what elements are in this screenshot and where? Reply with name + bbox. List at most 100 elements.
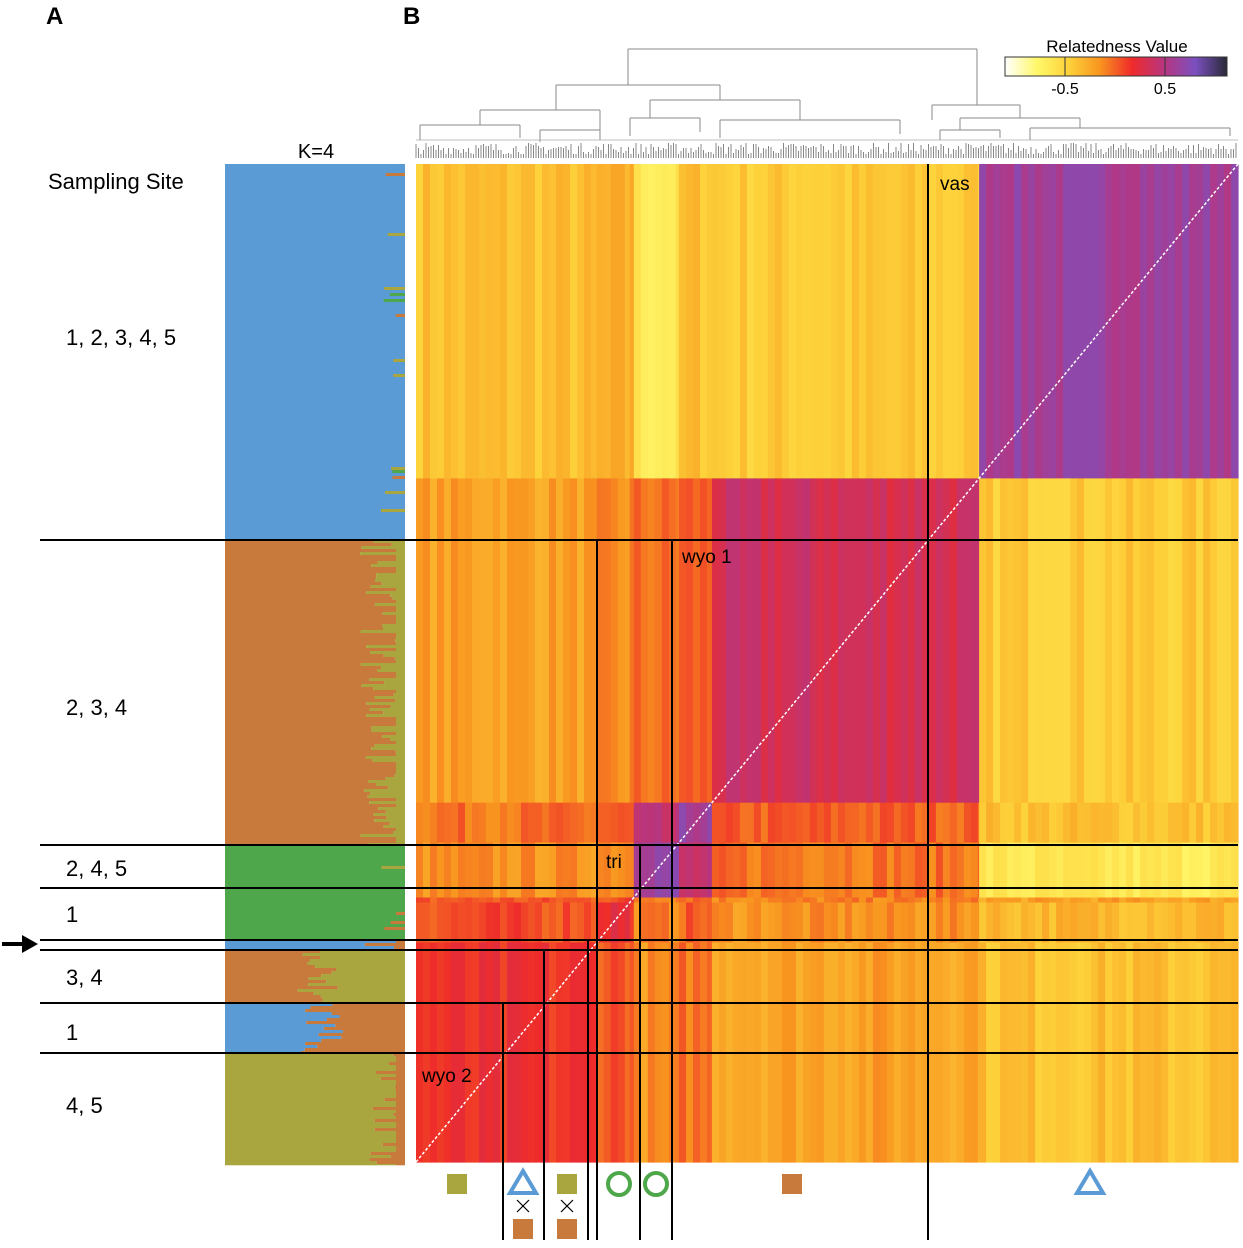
structure-bar bbox=[370, 651, 405, 655]
structure-bar bbox=[225, 816, 387, 820]
structure-bar-admix bbox=[384, 927, 405, 931]
heatmap-cell bbox=[1217, 842, 1225, 899]
heatmap-block bbox=[711, 802, 980, 844]
heatmap-cell bbox=[596, 902, 605, 943]
heatmap-cell bbox=[979, 902, 987, 943]
heatmap-cell bbox=[542, 802, 550, 844]
heatmap-cell bbox=[872, 842, 881, 899]
heatmap-cell bbox=[493, 897, 501, 904]
heatmap-cell bbox=[654, 897, 663, 904]
structure-bar bbox=[396, 660, 405, 664]
heatmap-cell bbox=[486, 902, 494, 943]
structure-bar bbox=[375, 1071, 405, 1075]
structure-bar bbox=[225, 515, 405, 519]
heatmap-cell bbox=[514, 842, 522, 899]
structure-bar bbox=[396, 1134, 405, 1138]
structure-bar bbox=[225, 690, 396, 694]
heatmap-cell bbox=[700, 842, 708, 899]
heatmap-cell bbox=[1182, 802, 1190, 844]
structure-bar bbox=[377, 669, 405, 673]
structure-bar bbox=[225, 1134, 396, 1138]
heatmap-cell bbox=[746, 164, 755, 479]
heatmap-cell bbox=[774, 897, 783, 904]
structure-bar bbox=[225, 711, 384, 715]
structure-bar bbox=[225, 1149, 396, 1153]
heatmap-cell bbox=[493, 842, 501, 899]
structure-bar bbox=[374, 744, 405, 748]
structure-bar bbox=[225, 762, 396, 766]
heatmap-cell bbox=[907, 478, 916, 804]
heatmap-cell bbox=[963, 842, 972, 899]
structure-bar bbox=[396, 615, 405, 619]
site-label-2: 2, 4, 5 bbox=[66, 856, 127, 881]
heatmap-cell bbox=[802, 897, 811, 904]
structure-bar bbox=[225, 476, 405, 480]
heatmap-cell bbox=[809, 164, 818, 479]
heatmap-cell bbox=[1021, 164, 1029, 479]
heatmap-cell bbox=[1007, 902, 1015, 943]
structure-bar bbox=[396, 732, 405, 736]
structure-bar bbox=[225, 786, 388, 790]
heatmap-cell bbox=[493, 478, 501, 804]
heatmap-block bbox=[679, 902, 713, 943]
heatmap-cell bbox=[624, 897, 631, 904]
structure-bar bbox=[396, 940, 405, 944]
heatmap-cell bbox=[507, 164, 515, 479]
structure-bar bbox=[225, 891, 405, 895]
heatmap-cell bbox=[1189, 478, 1197, 804]
structure-bar bbox=[385, 810, 405, 814]
structure-bar bbox=[225, 546, 362, 550]
heatmap-cell bbox=[507, 902, 515, 943]
heatmap-cell bbox=[617, 897, 626, 904]
heatmap-cell bbox=[416, 802, 424, 844]
heatmap-cell bbox=[1070, 902, 1078, 943]
heatmap-cell bbox=[1070, 842, 1078, 899]
heatmap-cell bbox=[1196, 478, 1204, 804]
heatmap-cell bbox=[458, 902, 466, 943]
heatmap-cell bbox=[1105, 842, 1113, 899]
structure-bar bbox=[225, 326, 405, 330]
heatmap-cell bbox=[1154, 802, 1162, 844]
heatmap-cell bbox=[879, 842, 888, 899]
structure-bar bbox=[342, 1030, 405, 1034]
structure-bar bbox=[225, 869, 405, 873]
heatmap-cell bbox=[1105, 478, 1113, 804]
heatmap-cell bbox=[1133, 478, 1141, 804]
structure-bar bbox=[367, 795, 405, 799]
heatmap-cell bbox=[1077, 802, 1085, 844]
heatmap-cell bbox=[1007, 802, 1015, 844]
heatmap-cell bbox=[514, 902, 522, 943]
heatmap-cell bbox=[921, 478, 930, 804]
heatmap-cell bbox=[949, 897, 958, 904]
heatmap-cell bbox=[1084, 164, 1092, 479]
heatmap-cell bbox=[1098, 902, 1106, 943]
structure-bar bbox=[225, 1131, 396, 1135]
heatmap-cell bbox=[423, 478, 431, 804]
heatmap-cell bbox=[629, 902, 635, 943]
structure-bar bbox=[378, 807, 405, 811]
structure-bar bbox=[364, 789, 405, 793]
heatmap-cell bbox=[1196, 842, 1204, 899]
heatmap-cell bbox=[949, 164, 958, 479]
structure-bar bbox=[225, 464, 405, 468]
heatmap-cell bbox=[493, 164, 501, 479]
structure-bar bbox=[225, 930, 405, 934]
heatmap-cell bbox=[872, 802, 881, 844]
heatmap-cell bbox=[675, 902, 680, 943]
heatmap-block bbox=[416, 902, 598, 943]
cluster-label-tri: tri bbox=[606, 852, 622, 873]
brown-square-marker bbox=[782, 1174, 802, 1194]
heatmap-cell bbox=[1196, 164, 1204, 479]
structure-bar bbox=[225, 618, 396, 622]
heatmap-cell bbox=[1203, 164, 1211, 479]
structure-bar bbox=[225, 440, 405, 444]
heatmap-cell bbox=[816, 802, 825, 844]
heatmap-cell bbox=[528, 164, 536, 479]
heatmap-cell bbox=[711, 802, 720, 844]
heatmap-cell bbox=[865, 802, 874, 844]
arrow-marker bbox=[2, 935, 38, 953]
structure-bar bbox=[225, 401, 405, 405]
structure-bar bbox=[396, 606, 405, 610]
structure-bar bbox=[396, 798, 405, 802]
heatmap-cell bbox=[872, 902, 881, 943]
